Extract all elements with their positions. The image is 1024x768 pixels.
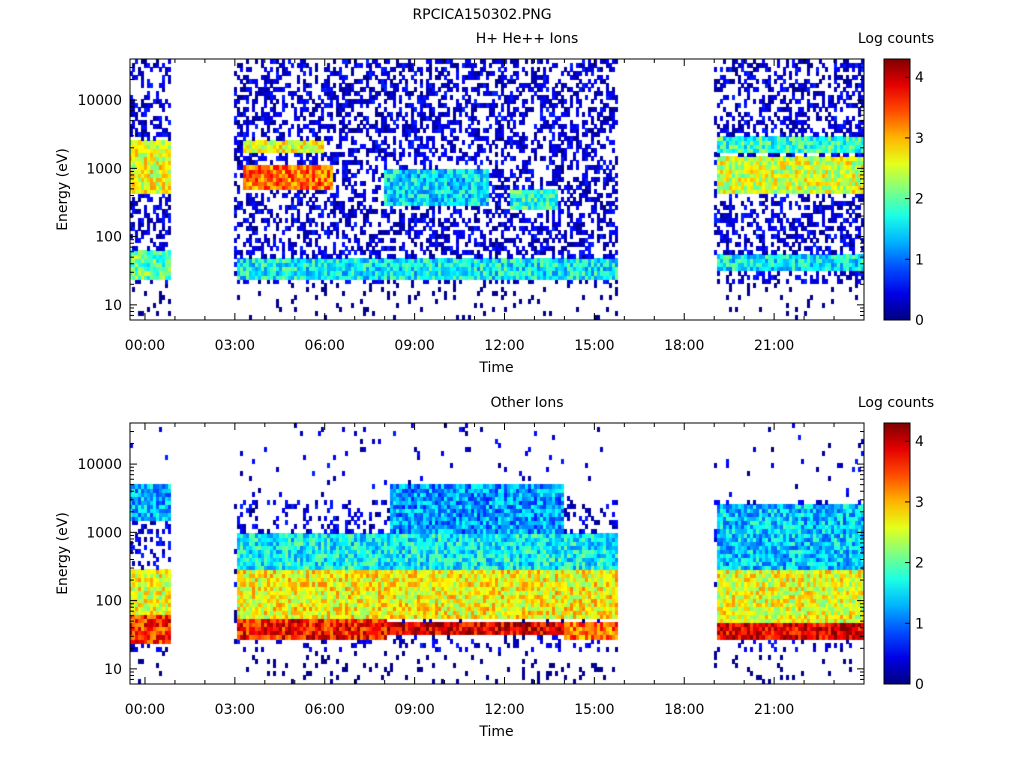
colorbar	[883, 422, 911, 685]
x-tick-label: 21:00	[754, 702, 794, 718]
colorbar-tick-label: 0	[915, 313, 924, 329]
x-tick-label: 15:00	[574, 702, 614, 718]
colorbar-tick-label: 3	[915, 131, 924, 147]
x-tick-label: 00:00	[125, 702, 165, 718]
x-tick-label: 06:00	[305, 338, 345, 354]
x-tick-label: 12:00	[484, 702, 524, 718]
x-tick-label: 03:00	[215, 702, 255, 718]
panel-title: H+ He++ Ions	[476, 31, 579, 47]
x-tick-label: 09:00	[394, 702, 434, 718]
x-tick-label: 18:00	[664, 338, 704, 354]
x-tick-label: 03:00	[215, 338, 255, 354]
y-axis-label: Energy (eV)	[55, 148, 71, 231]
panel-title: Other Ions	[490, 395, 563, 411]
x-axis-label: Time	[478, 360, 513, 376]
colorbar-tick-label: 4	[915, 434, 924, 450]
colorbar-tick-label: 4	[915, 70, 924, 86]
y-tick-label: 10	[104, 662, 122, 678]
colorbar-tick-label: 3	[915, 495, 924, 511]
y-tick-label: 100	[95, 230, 122, 246]
plot-frame	[129, 422, 865, 685]
plot-frame	[129, 58, 865, 321]
x-axis-label: Time	[478, 724, 513, 740]
colorbar	[883, 58, 911, 321]
page-title: RPCICA150302.PNG	[412, 7, 551, 23]
x-tick-label: 00:00	[125, 338, 165, 354]
spectrogram-image	[130, 59, 864, 320]
colorbar-label: Log counts	[858, 395, 934, 411]
colorbar-tick-label: 0	[915, 677, 924, 693]
colorbar-tick-label: 1	[915, 252, 924, 268]
y-tick-label: 10000	[77, 93, 122, 109]
y-tick-label: 10	[104, 298, 122, 314]
x-tick-label: 15:00	[574, 338, 614, 354]
y-tick-label: 100	[95, 594, 122, 610]
x-tick-label: 18:00	[664, 702, 704, 718]
x-tick-label: 09:00	[394, 338, 434, 354]
colorbar-tick-label: 2	[915, 556, 924, 572]
y-axis-label: Energy (eV)	[55, 512, 71, 595]
y-tick-label: 1000	[86, 161, 122, 177]
y-tick-label: 1000	[86, 525, 122, 541]
x-tick-label: 06:00	[305, 702, 345, 718]
spectrogram-image	[130, 423, 864, 684]
x-tick-label: 12:00	[484, 338, 524, 354]
colorbar-tick-label: 1	[915, 616, 924, 632]
x-tick-label: 21:00	[754, 338, 794, 354]
colorbar-label: Log counts	[858, 31, 934, 47]
colorbar-tick-label: 2	[915, 192, 924, 208]
y-tick-label: 10000	[77, 457, 122, 473]
